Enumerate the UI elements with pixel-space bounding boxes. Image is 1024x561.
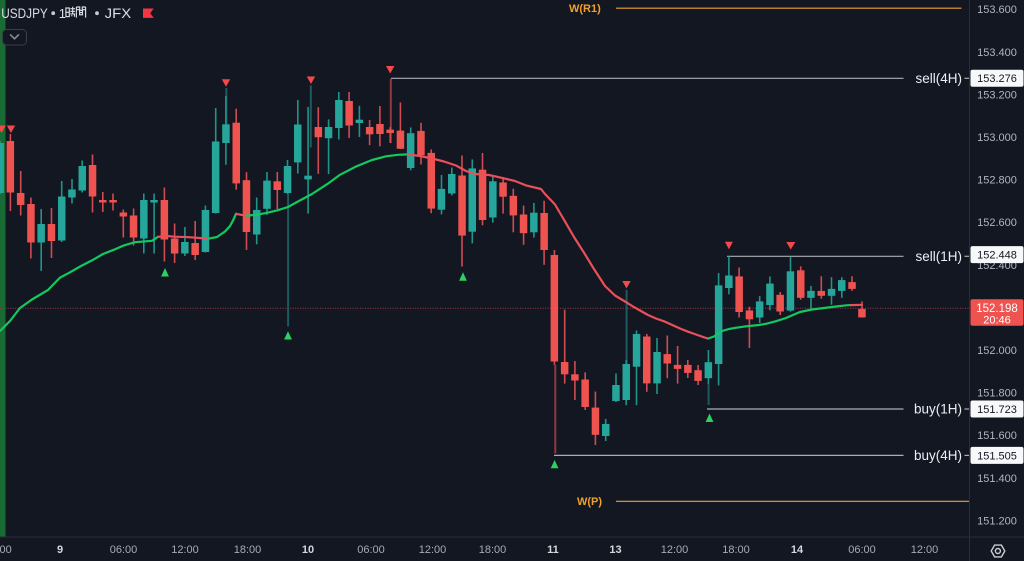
svg-text:153.276: 153.276 (977, 73, 1017, 85)
svg-text:18:00: 18:00 (722, 544, 750, 556)
svg-text:13: 13 (609, 544, 621, 556)
svg-text:152.800: 152.800 (977, 175, 1017, 187)
svg-text:9: 9 (57, 544, 63, 556)
svg-text:153.600: 153.600 (977, 4, 1017, 16)
svg-text:06:00: 06:00 (848, 544, 876, 556)
svg-text:10: 10 (302, 544, 314, 556)
svg-text:151.723: 151.723 (977, 404, 1017, 416)
svg-text:12:00: 12:00 (419, 544, 447, 556)
svg-text:12:00: 12:00 (171, 544, 199, 556)
svg-text:06:00: 06:00 (357, 544, 385, 556)
svg-text:sell(4H): sell(4H) (915, 71, 962, 86)
svg-text:152.198: 152.198 (976, 303, 1018, 315)
svg-text:USDJPY: USDJPY (1, 6, 48, 21)
svg-text:sell(1H): sell(1H) (915, 249, 962, 264)
svg-text:JFX: JFX (105, 6, 132, 21)
svg-text:12:00: 12:00 (911, 544, 939, 556)
svg-text:18:00: 18:00 (0, 544, 12, 556)
svg-text:W(P): W(P) (577, 496, 602, 508)
svg-text:153.200: 153.200 (977, 89, 1017, 101)
svg-text:20:46: 20:46 (983, 315, 1011, 327)
svg-text:W(R1): W(R1) (569, 3, 601, 15)
svg-text:1: 1 (59, 6, 66, 21)
svg-text:151.600: 151.600 (977, 430, 1017, 442)
svg-text:11: 11 (547, 544, 559, 556)
svg-text:152.448: 152.448 (977, 250, 1017, 262)
svg-text:153.400: 153.400 (977, 47, 1017, 59)
svg-text:buy(4H): buy(4H) (914, 448, 962, 463)
svg-text:18:00: 18:00 (479, 544, 507, 556)
svg-text:14: 14 (791, 544, 804, 556)
svg-text:151.505: 151.505 (977, 450, 1017, 462)
svg-text:12:00: 12:00 (661, 544, 689, 556)
svg-text:06:00: 06:00 (110, 544, 138, 556)
svg-text:151.200: 151.200 (977, 515, 1017, 527)
svg-text:buy(1H): buy(1H) (914, 402, 962, 417)
svg-text:151.400: 151.400 (977, 473, 1017, 485)
svg-text:152.600: 152.600 (977, 217, 1017, 229)
svg-text:18:00: 18:00 (234, 544, 262, 556)
svg-text:151.800: 151.800 (977, 388, 1017, 400)
svg-text:152.000: 152.000 (977, 345, 1017, 357)
svg-text:153.000: 153.000 (977, 132, 1017, 144)
